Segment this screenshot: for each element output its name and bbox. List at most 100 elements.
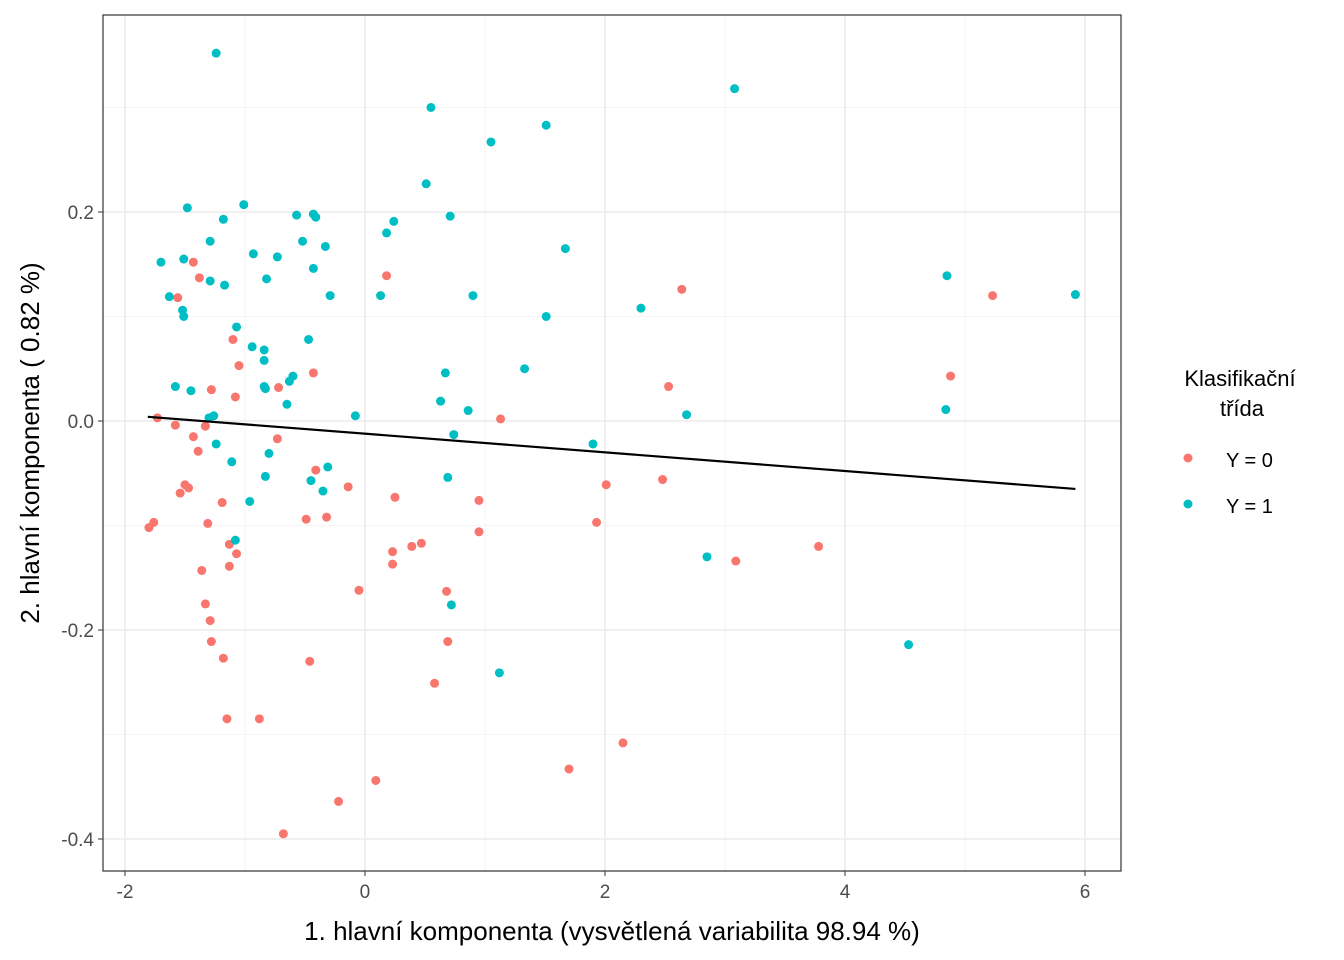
point-y0 (175, 488, 185, 498)
point-y0 (188, 257, 198, 267)
point-y0 (197, 565, 207, 575)
point-y1 (218, 214, 228, 224)
point-y1 (443, 472, 453, 482)
y-tick-label: 0.2 (68, 203, 94, 224)
point-y1 (179, 254, 189, 264)
point-y1 (486, 137, 496, 147)
point-y0 (203, 518, 213, 528)
point-y1 (230, 535, 240, 545)
point-y1 (494, 668, 504, 678)
point-y0 (224, 561, 234, 571)
point-y1 (182, 203, 192, 213)
point-y1 (211, 48, 221, 58)
point-y1 (247, 342, 257, 352)
point-y1 (421, 179, 431, 189)
point-y1 (325, 291, 335, 301)
legend-key-y0 (1183, 453, 1193, 463)
point-y1 (308, 263, 318, 273)
point-y1 (702, 552, 712, 562)
point-y1 (292, 210, 302, 220)
point-y1 (239, 200, 249, 210)
x-ticks: -2 0 2 4 6 (117, 871, 1090, 903)
point-y1 (156, 257, 166, 267)
point-y1 (262, 274, 272, 284)
point-y0 (390, 492, 400, 502)
point-y0 (658, 475, 668, 485)
point-y1 (260, 384, 270, 394)
point-y1 (636, 303, 646, 313)
point-y1 (449, 430, 459, 440)
point-y0 (193, 446, 203, 456)
point-y1 (426, 102, 436, 112)
point-y0 (677, 284, 687, 294)
legend-key-y1 (1183, 499, 1193, 509)
point-y0 (334, 796, 344, 806)
point-y0 (731, 556, 741, 566)
point-y1 (205, 236, 215, 246)
point-y1 (350, 411, 360, 421)
point-y0 (354, 585, 364, 595)
point-y1 (323, 462, 333, 472)
y-tick-label: -0.4 (61, 830, 94, 851)
point-y1 (941, 405, 951, 415)
point-y0 (474, 495, 484, 505)
point-y1 (284, 376, 294, 386)
legend-title-line2: třída (1220, 396, 1265, 421)
point-y0 (188, 432, 198, 442)
point-y1 (170, 382, 180, 392)
point-y1 (445, 211, 455, 221)
point-y0 (206, 637, 216, 647)
point-y0 (664, 382, 674, 392)
point-y1 (259, 355, 269, 365)
point-y1 (245, 496, 255, 506)
x-tick-label: 2 (600, 882, 611, 903)
point-y0 (228, 334, 238, 344)
point-y0 (230, 392, 240, 402)
trend-line (147, 415, 1076, 491)
point-y1 (541, 311, 551, 321)
point-y0 (173, 293, 183, 303)
point-y1 (520, 364, 530, 374)
legend-label-y0: Y = 0 (1226, 450, 1273, 472)
point-y0 (322, 512, 332, 522)
point-y0 (234, 361, 244, 371)
y-ticks: -0.4 -0.2 0.0 0.2 (61, 203, 103, 851)
legend: Klasifikační třída Y = 0 Y = 1 (1183, 366, 1296, 518)
point-y0 (205, 616, 215, 626)
point-y1 (468, 291, 478, 301)
point-y0 (443, 637, 453, 647)
x-tick-label: 4 (840, 882, 851, 903)
point-y1 (232, 322, 242, 332)
point-y1 (320, 241, 330, 251)
point-y0 (946, 371, 956, 381)
point-y0 (382, 271, 392, 281)
point-y1 (588, 439, 598, 449)
point-y0 (430, 678, 440, 688)
legend-label-y1: Y = 1 (1226, 496, 1273, 518)
point-y1 (541, 120, 551, 130)
y-axis-label: 2. hlavní komponenta ( 0.82 %) (15, 262, 45, 623)
point-y0 (496, 414, 506, 424)
point-y1 (942, 271, 952, 281)
point-y1 (904, 640, 914, 650)
point-y0 (194, 273, 204, 283)
point-y0 (343, 482, 353, 492)
y-tick-label: -0.2 (61, 621, 94, 642)
point-y0 (618, 738, 628, 748)
point-y0 (222, 714, 232, 724)
point-y1 (1070, 290, 1080, 300)
point-y1 (186, 386, 196, 396)
point-y1 (376, 291, 386, 301)
y-tick-label: 0.0 (68, 412, 94, 433)
point-y1 (389, 216, 399, 226)
point-y1 (248, 249, 258, 259)
point-y1 (164, 292, 174, 302)
point-y0 (254, 714, 264, 724)
point-y1 (260, 471, 270, 481)
point-y0 (278, 829, 288, 839)
x-axis-label: 1. hlavní komponenta (vysvětlená variabi… (304, 916, 920, 946)
point-y1 (682, 410, 692, 420)
point-y1 (382, 228, 392, 238)
point-y0 (217, 498, 227, 508)
